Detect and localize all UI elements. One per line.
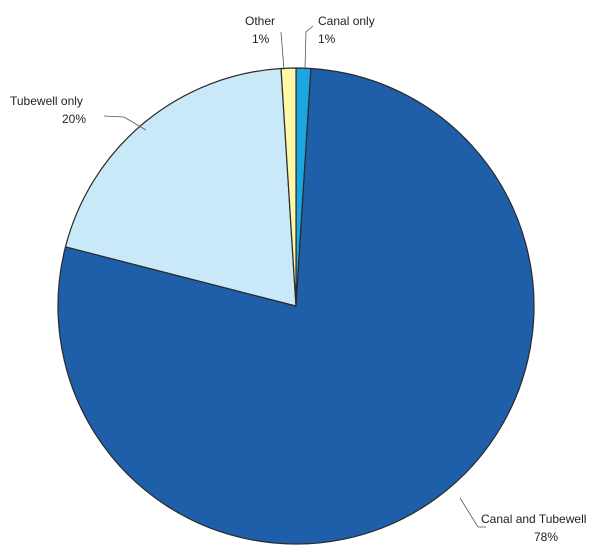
slice-label: Canal and Tubewell bbox=[481, 512, 586, 526]
pie-slice bbox=[64, 67, 297, 307]
leader-line bbox=[459, 497, 486, 528]
slice-label: Other bbox=[245, 14, 275, 28]
leader-line bbox=[304, 25, 314, 69]
value-label: 78% bbox=[534, 530, 558, 544]
leader-line bbox=[103, 115, 147, 131]
value-label: 1% bbox=[318, 32, 336, 46]
slice-label: Tubewell only bbox=[10, 94, 83, 108]
pie-slice bbox=[280, 67, 297, 307]
pie bbox=[57, 67, 535, 545]
value-label: 20% bbox=[62, 112, 86, 126]
slice-label: Canal only bbox=[318, 14, 375, 28]
leader-line bbox=[280, 31, 285, 71]
value-label: 1% bbox=[252, 32, 270, 46]
